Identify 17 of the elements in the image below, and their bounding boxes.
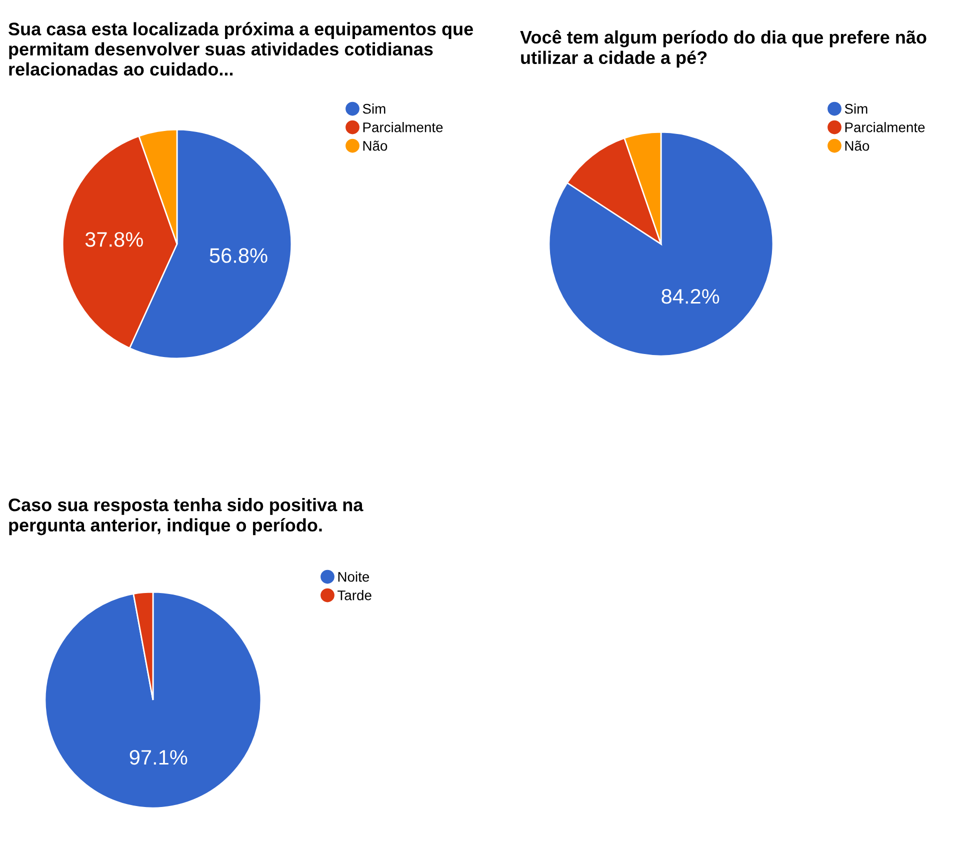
data-label: 84.2% <box>662 289 720 304</box>
legend-label: Não <box>845 140 870 151</box>
legend-label: Sim <box>844 104 868 114</box>
pie-slice <box>548 131 774 357</box>
legend-label: Tarde <box>338 590 372 600</box>
chart-title: Sua casa esta localizada próxima a equipamentos que permitam desenvolver suas atividades cotidianas relacionadas ao cuidado... <box>8 22 473 76</box>
legend-label: Noite <box>338 572 370 582</box>
pie-slice <box>44 591 262 809</box>
legend-label: Sim <box>362 104 386 114</box>
legend-label: Parcialmente <box>363 122 443 132</box>
legend-label: Não <box>363 140 388 151</box>
data-label: 37.8% <box>85 232 143 247</box>
chart-title: Você tem algum período do dia que prefere não utilizar a cidade a pé? <box>520 30 926 68</box>
data-label: 56.8% <box>210 248 268 263</box>
chart-title: Caso sua resposta tenha sido positiva na pergunta anterior, indique o período. <box>8 498 364 536</box>
legend-label: Parcialmente <box>845 122 925 132</box>
data-label: 97.1% <box>130 750 188 765</box>
